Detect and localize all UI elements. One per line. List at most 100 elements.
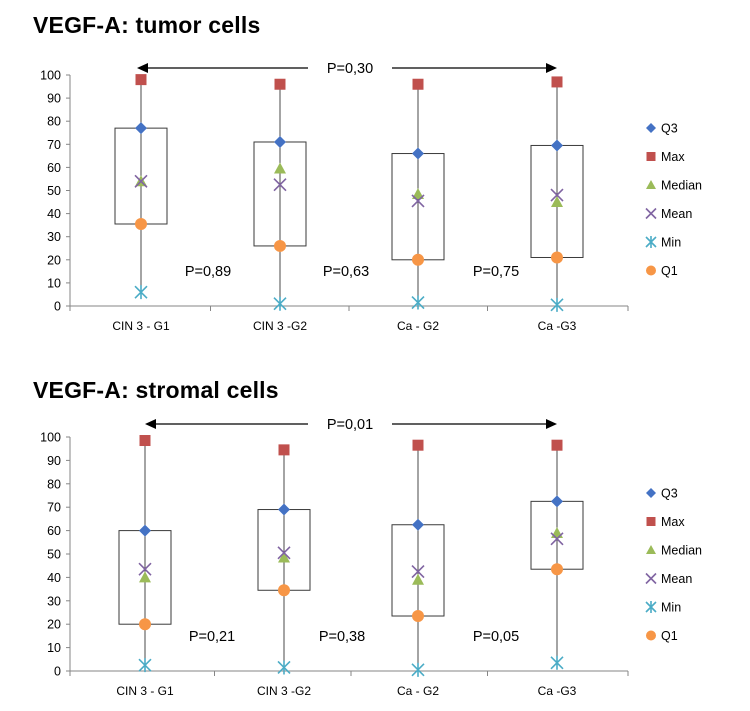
stromal-point-max	[139, 435, 151, 447]
tumor-point-q1	[551, 251, 563, 264]
tumor-category-label: Ca -G3	[538, 319, 577, 333]
tumor-y-tick-label: 10	[47, 276, 61, 290]
stromal-pair-pvalue: P=0,05	[473, 629, 519, 645]
tumor-point-median	[551, 196, 563, 208]
tumor-point-max	[412, 78, 424, 90]
stromal-point-mean	[550, 532, 564, 546]
stromal-point-median	[139, 571, 151, 583]
tumor-legend-label: Min	[661, 236, 681, 250]
tumor-point-min	[134, 285, 148, 300]
stromal-point-max	[278, 444, 290, 456]
stromal-point-min	[138, 658, 152, 673]
stromal-category-label: CIN 3 -G2	[257, 684, 311, 698]
chart-title-stromal: VEGF-A: stromal cells	[33, 377, 279, 403]
stromal-legend-label: Q3	[661, 487, 678, 501]
tumor-pair-pvalue: P=0,89	[185, 264, 231, 280]
tumor-y-tick-label: 80	[47, 115, 61, 129]
stromal-y-tick-label: 50	[47, 548, 61, 562]
chart-title-tumor: VEGF-A: tumor cells	[33, 12, 261, 38]
stromal-point-mean	[277, 546, 291, 560]
stromal-point-q1	[278, 584, 290, 597]
tumor-category-label: CIN 3 -G2	[253, 319, 307, 333]
tumor-point-median	[412, 187, 424, 199]
stromal-y-tick-label: 70	[47, 501, 61, 515]
tumor-chart: 0 10 20 30 40 50 60 70 80 90 100 CIN 3 - G1 CIN 3 -G…	[40, 61, 702, 333]
tumor-point-q3	[274, 135, 286, 148]
stromal-pair-pvalue: P=0,38	[319, 629, 365, 645]
tumor-y-tick-label: 90	[47, 92, 61, 106]
stromal-legend-marker-mean	[645, 572, 657, 585]
stromal-point-min	[411, 662, 425, 677]
stromal-legend-marker-max	[646, 517, 656, 526]
stromal-legend-label: Max	[661, 515, 685, 529]
stromal-point-q1	[412, 610, 424, 623]
stromal-point-median	[412, 573, 424, 585]
tumor-overall-arrowhead-left	[137, 63, 148, 73]
tumor-y-tick-label: 40	[47, 207, 61, 221]
stromal-legend-marker-median	[646, 545, 656, 554]
tumor-point-min	[550, 297, 564, 312]
tumor-point-min	[273, 296, 287, 311]
stromal-point-min	[550, 655, 564, 670]
stromal-chart: 0 10 20 30 40 50 60 70 80 90 100 CIN 3 - G1 CIN 3 -G…	[40, 417, 702, 698]
stromal-legend-label: Median	[661, 544, 702, 558]
tumor-point-q1	[135, 217, 147, 230]
stromal-y-tick-label: 100	[40, 431, 61, 445]
stromal-point-q3	[278, 503, 290, 516]
stromal-point-q3	[412, 518, 424, 531]
stromal-overall-arrowhead-left	[145, 419, 156, 429]
stromal-point-min	[277, 660, 291, 675]
tumor-point-mean	[134, 174, 148, 188]
stromal-y-tick-label: 90	[47, 454, 61, 468]
stromal-y-tick-label: 80	[47, 477, 61, 491]
tumor-point-mean	[550, 188, 564, 202]
tumor-pair-pvalue: P=0,75	[473, 264, 519, 280]
tumor-legend-label: Q3	[661, 122, 678, 136]
tumor-point-mean	[273, 178, 287, 192]
stromal-y-tick-label: 0	[54, 665, 61, 679]
stromal-point-median	[551, 526, 563, 538]
tumor-legend-marker-q1	[646, 265, 656, 276]
tumor-legend-label: Q1	[661, 264, 678, 278]
tumor-y-tick-label: 30	[47, 230, 61, 244]
tumor-y-tick-label: 60	[47, 161, 61, 175]
stromal-y-tick-label: 60	[47, 524, 61, 538]
tumor-y-tick-label: 70	[47, 138, 61, 152]
tumor-legend-label: Mean	[661, 207, 692, 221]
stromal-category-label: Ca -G3	[538, 684, 577, 698]
tumor-point-max	[551, 76, 563, 88]
tumor-point-q3	[551, 139, 563, 152]
tumor-pair-pvalue: P=0,63	[323, 264, 369, 280]
stromal-point-q3	[139, 524, 151, 537]
tumor-point-median	[274, 162, 286, 174]
tumor-point-min	[411, 295, 425, 310]
stromal-overall-arrowhead-right	[546, 419, 557, 429]
stromal-point-q1	[551, 563, 563, 576]
tumor-legend-marker-q3	[646, 123, 656, 133]
stromal-legend-marker-min	[645, 601, 657, 613]
stromal-y-tick-label: 10	[47, 641, 61, 655]
tumor-point-mean	[411, 194, 425, 208]
stromal-point-mean	[411, 564, 425, 579]
tumor-legend-label: Median	[661, 179, 702, 193]
stromal-legend-marker-q1	[646, 630, 656, 641]
stromal-category-label: CIN 3 - G1	[116, 684, 174, 698]
stromal-point-max	[551, 439, 563, 451]
stromal-y-tick-label: 20	[47, 618, 61, 632]
tumor-point-q3	[412, 147, 424, 160]
stromal-overall-pvalue: P=0,01	[327, 417, 373, 433]
stromal-point-q3	[551, 495, 563, 508]
stromal-point-mean	[138, 562, 152, 576]
tumor-legend-label: Max	[661, 150, 685, 164]
stromal-point-median	[278, 551, 290, 563]
tumor-overall-arrowhead-right	[546, 63, 557, 73]
tumor-legend-marker-median	[646, 180, 656, 189]
tumor-category-label: Ca - G2	[397, 319, 439, 333]
stromal-legend-marker-q3	[646, 488, 656, 498]
tumor-legend-marker-mean	[645, 207, 657, 220]
stromal-point-q1	[139, 618, 151, 631]
stromal-legend-label: Mean	[661, 572, 692, 586]
tumor-legend-marker-min	[645, 236, 657, 248]
tumor-point-q3	[135, 122, 147, 135]
